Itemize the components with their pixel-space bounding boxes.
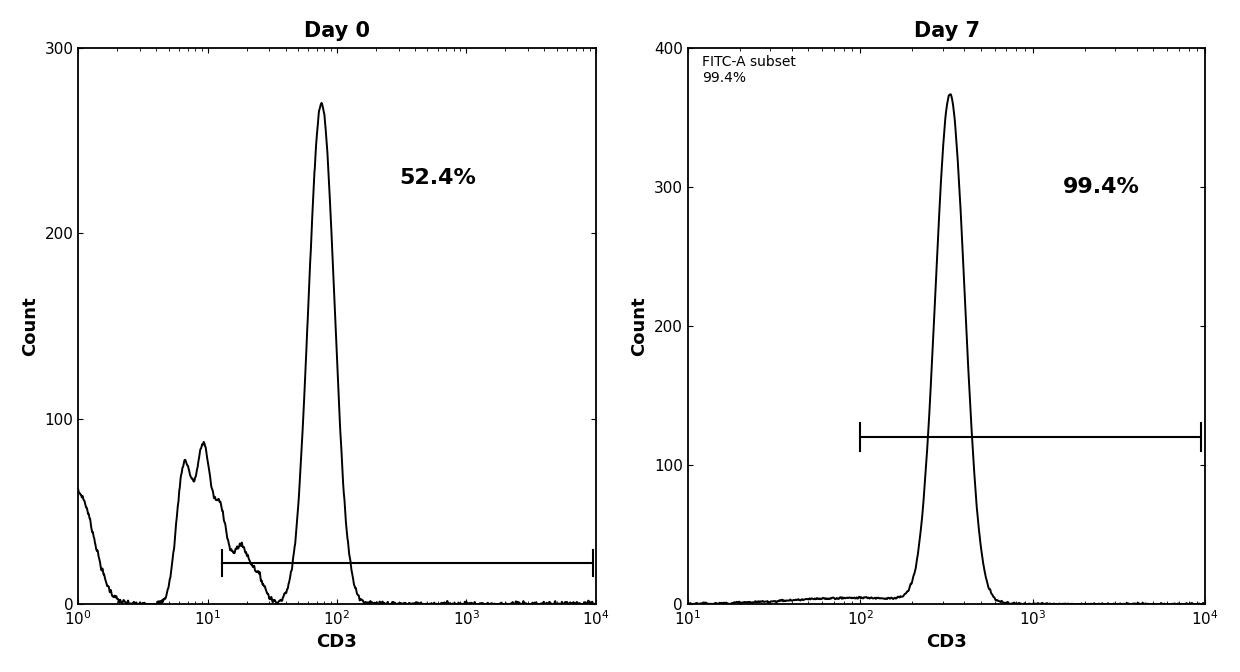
Text: 99.4%: 99.4% (1063, 177, 1140, 197)
Y-axis label: Count: Count (630, 296, 649, 355)
X-axis label: CD3: CD3 (316, 633, 357, 651)
X-axis label: CD3: CD3 (926, 633, 967, 651)
Y-axis label: Count: Count (21, 296, 38, 355)
Title: Day 0: Day 0 (304, 21, 370, 41)
Text: 52.4%: 52.4% (399, 168, 476, 187)
Title: Day 7: Day 7 (914, 21, 980, 41)
Text: FITC-A subset
99.4%: FITC-A subset 99.4% (702, 55, 796, 85)
